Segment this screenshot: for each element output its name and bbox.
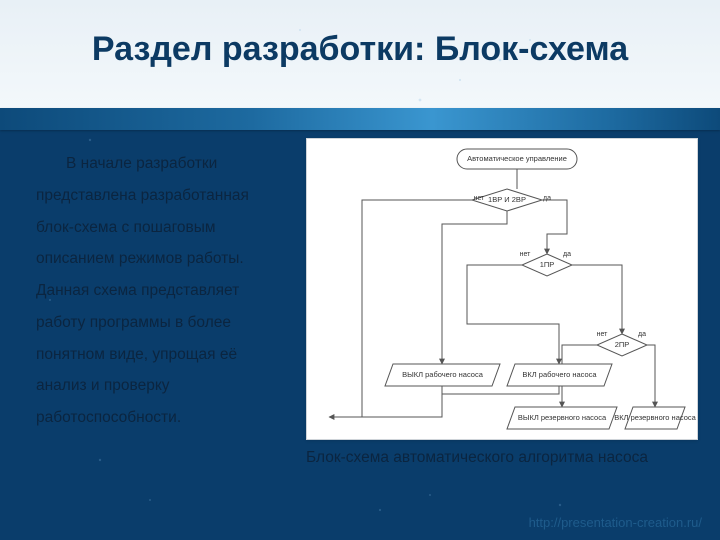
svg-text:да: да: [543, 195, 551, 202]
svg-text:ВЫКЛ рабочего насоса: ВЫКЛ рабочего насоса: [402, 370, 484, 379]
flowchart-svg: Автоматическое управление 1ВР И 2ВР 1ПР 2ПР…: [307, 139, 697, 439]
page-title: Раздел разработки: Блок-схема: [0, 30, 720, 69]
svg-text:да: да: [563, 251, 571, 258]
watermark-link[interactable]: http://presentation-creation.ru/: [529, 515, 702, 530]
svg-text:2ПР: 2ПР: [615, 340, 630, 349]
svg-text:нет: нет: [597, 331, 609, 338]
svg-text:нет: нет: [474, 195, 486, 202]
svg-text:1ПР: 1ПР: [540, 260, 555, 269]
svg-text:Автоматическое управление: Автоматическое управление: [467, 154, 567, 163]
decorative-band: [0, 108, 720, 130]
flowchart-card: Автоматическое управление 1ВР И 2ВР 1ПР 2ПР…: [306, 138, 698, 440]
svg-text:ВКЛ рабочего насоса: ВКЛ рабочего насоса: [522, 370, 597, 379]
svg-text:нет: нет: [520, 251, 532, 258]
svg-text:ВКЛ резервного насоса: ВКЛ резервного насоса: [614, 413, 696, 422]
svg-text:1ВР И 2ВР: 1ВР И 2ВР: [488, 195, 526, 204]
svg-text:ВЫКЛ резервного насоса: ВЫКЛ резервного насоса: [518, 413, 607, 422]
description-paragraph: В начале разработки представлена разрабо…: [36, 148, 278, 434]
diagram-caption: Блок-схема автоматического алгоритма нас…: [306, 448, 686, 469]
description-text: В начале разработки представлена разрабо…: [36, 155, 249, 426]
svg-text:да: да: [638, 331, 646, 338]
